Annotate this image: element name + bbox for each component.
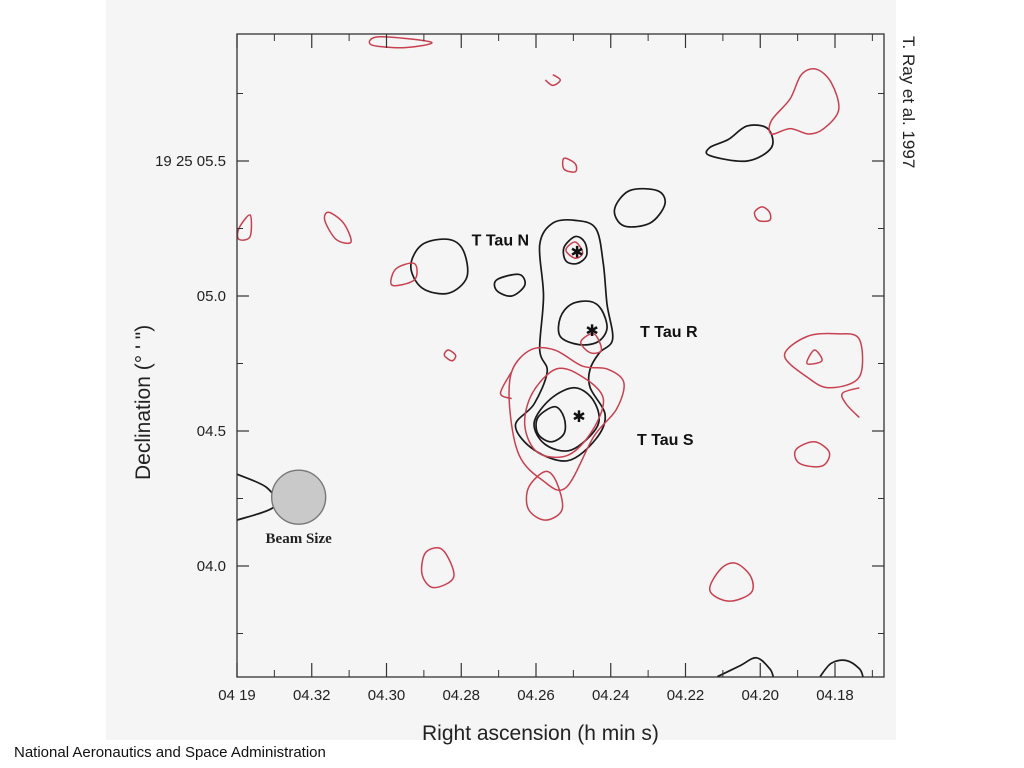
contour-line bbox=[514, 218, 614, 462]
source-label: T Tau N bbox=[472, 232, 529, 249]
contour-line bbox=[390, 262, 418, 287]
x-tick-label: 04.30 bbox=[368, 687, 406, 704]
contour-line bbox=[499, 371, 513, 400]
credit-text: T. Ray et al. 1997 bbox=[899, 36, 918, 169]
contour-line bbox=[237, 214, 253, 241]
contour-line bbox=[819, 659, 864, 677]
beam-ellipse bbox=[270, 469, 327, 525]
contour-line bbox=[716, 656, 775, 677]
plot-frame bbox=[236, 33, 885, 678]
contour-line bbox=[793, 441, 831, 468]
star-marker: ✱ bbox=[570, 242, 583, 261]
contour-line bbox=[420, 547, 455, 589]
contour-line bbox=[705, 124, 774, 163]
y-axis-label: Declination (° ' ") bbox=[132, 324, 155, 480]
contour-line bbox=[323, 211, 352, 245]
contour-line bbox=[557, 300, 608, 346]
contour-line bbox=[544, 73, 562, 87]
y-tick-label: 19 25 05.5 bbox=[155, 153, 226, 170]
contour-line bbox=[768, 68, 840, 135]
contour-line bbox=[525, 470, 564, 521]
x-tick-label: 04.24 bbox=[592, 687, 630, 704]
x-tick-label: 04.20 bbox=[741, 687, 779, 704]
x-tick-label: 04.32 bbox=[293, 687, 331, 704]
x-tick-label: 04.22 bbox=[667, 687, 705, 704]
contour-line bbox=[409, 238, 469, 295]
x-tick-label: 04 19 bbox=[218, 687, 256, 704]
x-axis-label: Right ascension (h min s) bbox=[422, 722, 659, 745]
contour-line bbox=[493, 273, 526, 297]
plot-panel: 04 19 04.32 04.30 04.28 04.26 04.24 04.22 04.20… bbox=[106, 0, 896, 740]
contour-line bbox=[783, 332, 864, 389]
y-tick-label: 04.0 bbox=[197, 558, 226, 575]
y-tick-label: 04.5 bbox=[197, 423, 226, 440]
contour-line bbox=[841, 387, 860, 419]
source-label: T Tau R bbox=[640, 324, 698, 341]
x-tick-label: 04.28 bbox=[442, 687, 480, 704]
footer-text: National Aeronautics and Space Administr… bbox=[14, 744, 326, 761]
beam-size-label: Beam Size bbox=[266, 531, 333, 547]
star-marker: ✱ bbox=[572, 407, 585, 426]
contour-line bbox=[806, 349, 823, 365]
contour-line bbox=[562, 235, 588, 265]
contour-line bbox=[533, 386, 601, 452]
contour-line bbox=[443, 349, 457, 362]
contour-line bbox=[580, 332, 603, 355]
contour-line bbox=[753, 206, 772, 223]
contour-line bbox=[535, 405, 567, 443]
contour-line bbox=[565, 241, 584, 259]
x-tick-label: 04.26 bbox=[517, 687, 555, 704]
y-tick-label: 05.0 bbox=[197, 288, 226, 305]
x-tick-label: 04.18 bbox=[816, 687, 854, 704]
contour-line bbox=[368, 36, 433, 49]
contour-group bbox=[237, 36, 864, 677]
source-label: T Tau S bbox=[637, 432, 694, 449]
contour-line bbox=[708, 562, 754, 602]
contour-line bbox=[523, 367, 605, 459]
chart-svg: 04 19 04.32 04.30 04.28 04.26 04.24 04.22 04.20… bbox=[155, 33, 885, 704]
contour-line bbox=[561, 157, 578, 173]
contour-line bbox=[237, 473, 278, 521]
star-marker: ✱ bbox=[585, 321, 598, 340]
contour-line bbox=[613, 187, 667, 228]
